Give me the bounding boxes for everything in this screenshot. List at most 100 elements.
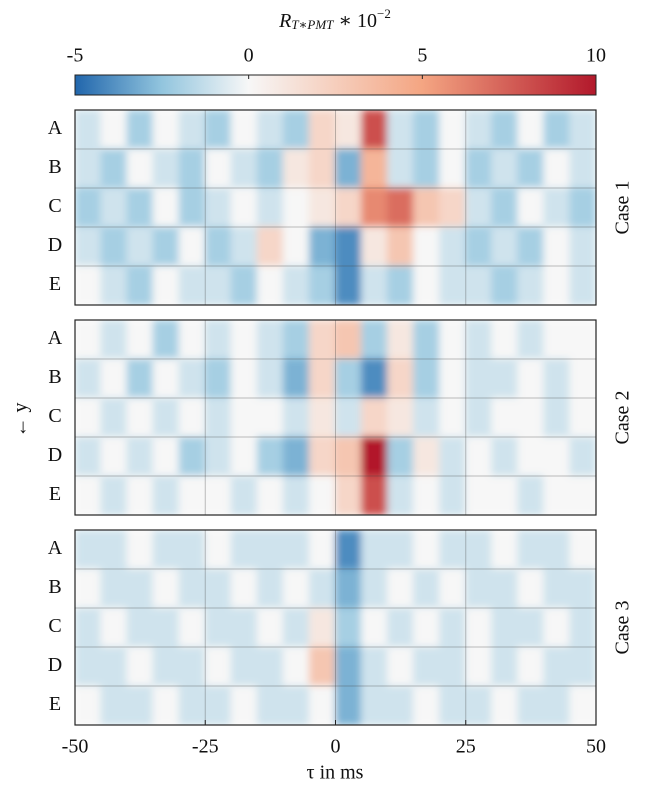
heatmap-cell	[100, 110, 128, 150]
heatmap-cell	[491, 530, 519, 570]
heatmap-cell	[256, 265, 284, 305]
heatmap-cell	[282, 358, 310, 399]
heatmap-cell	[491, 320, 519, 360]
heatmap-cell	[517, 226, 545, 267]
heatmap-cell	[126, 148, 154, 189]
heatmap-cell	[308, 685, 336, 725]
heatmap-cell	[178, 530, 206, 570]
row-label: B	[48, 366, 61, 388]
heatmap-cell	[204, 685, 232, 725]
heatmap-cell	[100, 320, 128, 360]
heatmap-cell	[282, 475, 310, 515]
heatmap-cell	[413, 436, 441, 477]
heatmap-cell	[126, 265, 154, 305]
heatmap-cell	[100, 436, 128, 477]
heatmap-cell	[178, 568, 206, 609]
heatmap-cell	[439, 475, 467, 515]
heatmap-cell	[75, 436, 102, 477]
heatmap-cell	[256, 685, 284, 725]
heatmap-cells	[75, 110, 596, 305]
heatmap-cell	[413, 607, 441, 648]
heatmap-cell	[230, 397, 258, 438]
heatmap-cell	[491, 685, 519, 725]
heatmap-cell	[308, 265, 336, 305]
heatmap-cell	[517, 320, 545, 360]
heatmap-cell	[465, 568, 493, 609]
heatmap-cell	[126, 685, 154, 725]
heatmap-cell	[465, 475, 493, 515]
heatmap-cell	[543, 187, 571, 228]
heatmap-cell	[439, 320, 467, 360]
heatmap-cell	[335, 265, 363, 305]
heatmap-cell	[282, 148, 310, 189]
heatmap-cell	[335, 148, 363, 189]
heatmap-cell	[178, 110, 206, 150]
heatmap-cell	[491, 475, 519, 515]
row-label: A	[48, 117, 63, 139]
heatmap-cell	[256, 646, 284, 687]
heatmap-cell	[204, 358, 232, 399]
colorbar-tick-label: 5	[417, 45, 427, 67]
heatmap-cell	[100, 397, 128, 438]
heatmap-cell	[230, 320, 258, 360]
heatmap-cell	[75, 530, 102, 570]
heatmap	[75, 530, 596, 725]
heatmap-cell	[361, 607, 389, 648]
heatmap-cell	[335, 568, 363, 609]
row-label: B	[48, 156, 61, 178]
heatmap-cell	[204, 187, 232, 228]
panel-label: Case 2	[612, 391, 634, 445]
row-label: E	[49, 483, 61, 505]
heatmap-cell	[439, 397, 467, 438]
row-label: A	[48, 327, 63, 349]
heatmap-cell	[439, 226, 467, 267]
heatmap-cell	[491, 110, 519, 150]
colorbar	[74, 74, 597, 96]
heatmap-cell	[335, 226, 363, 267]
heatmap-cell	[230, 226, 258, 267]
heatmap-cell	[256, 397, 284, 438]
heatmap-cell	[517, 568, 545, 609]
heatmap-cell	[126, 397, 154, 438]
heatmap-cell	[256, 226, 284, 267]
heatmap-cell	[335, 530, 363, 570]
heatmap-cell	[282, 568, 310, 609]
heatmap-cell	[230, 436, 258, 477]
row-label: C	[48, 195, 61, 217]
heatmap-cell	[465, 187, 493, 228]
heatmap-cell	[465, 530, 493, 570]
heatmap-cell	[387, 568, 415, 609]
heatmap-cell	[335, 187, 363, 228]
heatmap-cell	[308, 187, 336, 228]
heatmap-cell	[204, 646, 232, 687]
heatmap-cell	[100, 607, 128, 648]
heatmap-cell	[361, 226, 389, 267]
heatmap-cell	[517, 646, 545, 687]
row-label: A	[48, 537, 63, 559]
heatmap-cell	[387, 530, 415, 570]
heatmap-cell	[100, 358, 128, 399]
heatmap-cell	[308, 397, 336, 438]
heatmap-cell	[439, 187, 467, 228]
heatmap-cell	[308, 436, 336, 477]
heatmap-cell	[100, 475, 128, 515]
panel-frame	[74, 109, 597, 306]
heatmap-cell	[413, 187, 441, 228]
heatmap-cell	[569, 607, 596, 648]
colorbar-tick-label: 0	[244, 45, 254, 67]
heatmap-cell	[413, 226, 441, 267]
row-label: D	[48, 444, 62, 466]
heatmap-cell	[413, 148, 441, 189]
heatmap-cell	[543, 475, 571, 515]
heatmap-cell	[126, 110, 154, 150]
heatmap-cell	[439, 530, 467, 570]
heatmap-cell	[230, 685, 258, 725]
heatmap-cell	[413, 568, 441, 609]
heatmap-cell	[465, 226, 493, 267]
heatmap-cell	[387, 110, 415, 150]
heatmap-cell	[282, 265, 310, 305]
heatmap-cell	[75, 265, 102, 305]
heatmap-cell	[543, 607, 571, 648]
heatmap-cell	[282, 320, 310, 360]
heatmap-cell	[491, 226, 519, 267]
